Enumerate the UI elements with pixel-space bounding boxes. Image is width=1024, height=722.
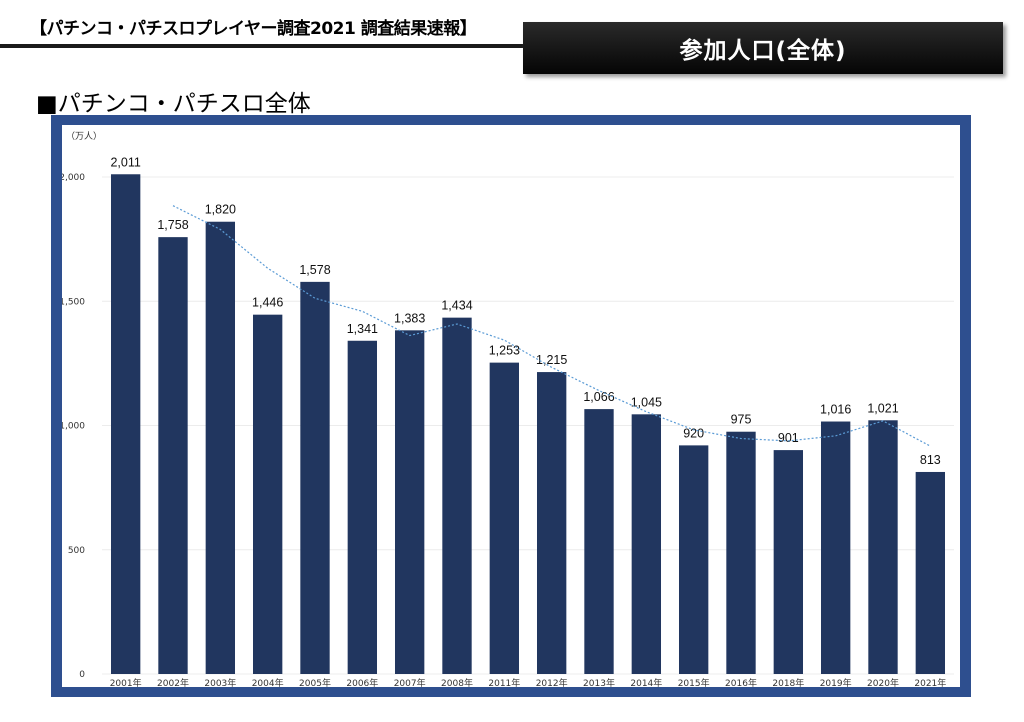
chart-area: （万人） 0 500 1,000 1,500 2,000 2,011 2001年 1,758 20…: [62, 125, 960, 687]
bar: [158, 237, 188, 674]
y-tick-label: 0: [79, 670, 85, 680]
data-label: 901: [778, 431, 799, 445]
x-tick-label: 2016年: [725, 677, 757, 687]
bar: [300, 281, 330, 674]
data-label: 1,341: [347, 322, 378, 336]
x-tick-label: 2003年: [204, 677, 236, 687]
x-tick-label: 2021年: [914, 677, 946, 687]
bar: [110, 174, 141, 675]
x-tick-label: 2001年: [110, 677, 142, 687]
data-label: 1,045: [631, 395, 662, 409]
bar: [631, 414, 662, 674]
x-tick-label: 2008年: [441, 677, 473, 687]
y-tick-label: 2,000: [62, 173, 85, 183]
x-tick-label: 2005年: [299, 677, 331, 687]
bar: [868, 420, 898, 674]
title-rule: [0, 44, 530, 48]
bar: [678, 445, 709, 674]
x-tick-label: 2019年: [820, 677, 852, 687]
document-title: 【パチンコ・パチスロプレイヤー調査2021 調査結果速報】: [30, 19, 477, 39]
data-label: 1,016: [820, 403, 851, 417]
y-tick-label: 1,500: [62, 297, 85, 307]
section-title-box: 参加人口(全体): [523, 22, 1003, 74]
x-tick-label: 2012年: [536, 677, 568, 687]
data-label: 1,820: [205, 203, 236, 217]
data-label: 1,066: [583, 390, 614, 404]
bar: [347, 340, 378, 674]
x-tick-label: 2011年: [488, 677, 520, 687]
x-tick-label: 2015年: [678, 677, 710, 687]
bar: [536, 372, 567, 674]
bar: [442, 317, 472, 674]
x-tick-label: 2004年: [252, 677, 284, 687]
bar: [773, 450, 804, 674]
bar: [205, 221, 236, 674]
data-label: 1,383: [394, 311, 425, 325]
data-label: 1,434: [441, 299, 472, 313]
bar: [820, 421, 851, 674]
x-tick-label: 2014年: [630, 677, 662, 687]
bar-chart: （万人） 0 500 1,000 1,500 2,000 2,011 2001年 1,758 20…: [62, 131, 954, 687]
bar: [252, 314, 283, 674]
data-label: 1,021: [867, 401, 898, 415]
chart-frame: （万人） 0 500 1,000 1,500 2,000 2,011 2001年 1,758 20…: [51, 115, 971, 697]
bar: [726, 431, 756, 674]
x-tick-label: 2006年: [346, 677, 378, 687]
data-label: 1,446: [252, 296, 283, 310]
data-label: 1,253: [489, 344, 520, 358]
data-label: 1,578: [299, 263, 330, 277]
x-tick-label: 2013年: [583, 677, 615, 687]
data-label: 975: [731, 413, 752, 427]
data-label: 1,215: [536, 353, 567, 367]
x-tick-label: 2002年: [157, 677, 189, 687]
bar: [489, 362, 520, 674]
trendline: [172, 205, 931, 447]
data-label: 813: [920, 453, 941, 467]
y-tick-label: 1,000: [62, 422, 85, 432]
data-label: 920: [683, 426, 704, 440]
data-label: 1,758: [157, 218, 188, 232]
y-tick-label: 500: [68, 546, 85, 556]
y-axis-unit-label: （万人）: [66, 131, 102, 142]
chart-subtitle: ■パチンコ・パチスロ全体: [36, 91, 311, 117]
x-tick-label: 2007年: [394, 677, 426, 687]
bar: [915, 471, 946, 674]
x-tick-label: 2020年: [867, 677, 899, 687]
x-tick-label: 2018年: [772, 677, 804, 687]
bar: [584, 409, 614, 674]
bar: [394, 330, 425, 674]
data-label: 2,011: [110, 155, 140, 169]
